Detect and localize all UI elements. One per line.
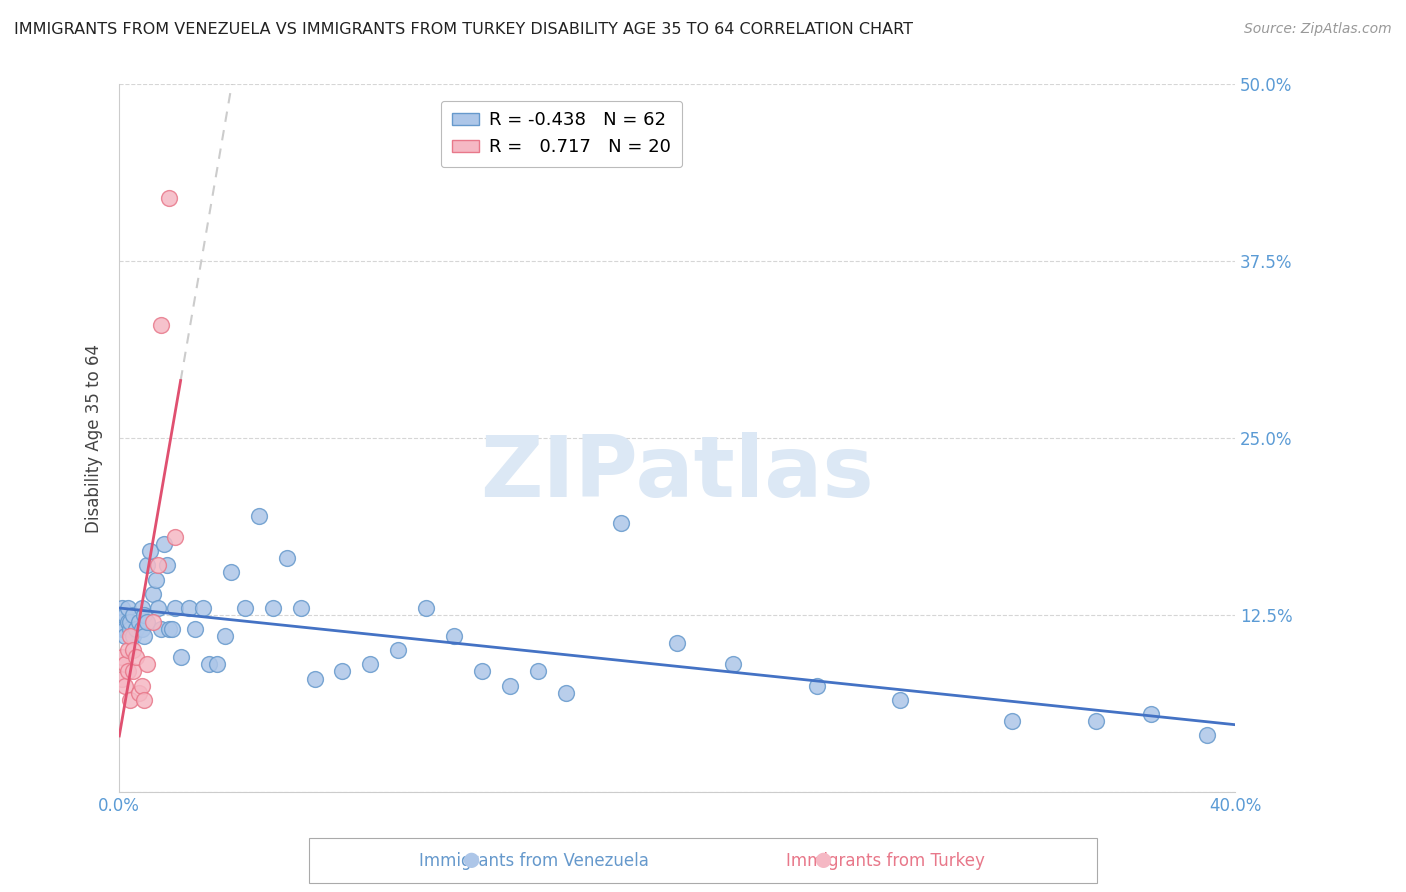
Point [131, 600, 153, 615]
Point [165, 600, 187, 615]
Point [117, 643, 139, 657]
Point [153, 537, 176, 551]
Point [148, 600, 170, 615]
Point [169, 650, 191, 665]
Point [128, 686, 150, 700]
Point [134, 692, 156, 706]
Point [128, 615, 150, 629]
Point [526, 665, 548, 679]
Point [136, 657, 159, 672]
Point [111, 622, 134, 636]
Point [415, 600, 437, 615]
Text: Source: ZipAtlas.com: Source: ZipAtlas.com [1244, 22, 1392, 37]
Point [165, 530, 187, 544]
Text: Immigrants from Turkey: Immigrants from Turkey [786, 852, 986, 870]
Point [111, 615, 134, 629]
Text: IMMIGRANTS FROM VENEZUELA VS IMMIGRANTS FROM TURKEY DISABILITY AGE 35 TO 64 CORR: IMMIGRANTS FROM VENEZUELA VS IMMIGRANTS … [14, 22, 912, 37]
Point [120, 692, 142, 706]
Point [889, 692, 911, 706]
Point [332, 665, 354, 679]
Point [162, 622, 184, 636]
Legend: R = -0.438   N = 62, R =   0.717   N = 20: R = -0.438 N = 62, R = 0.717 N = 20 [440, 101, 682, 167]
Point [111, 672, 134, 686]
Point [191, 600, 214, 615]
Point [276, 551, 298, 566]
Point [111, 650, 134, 665]
Point [1001, 714, 1024, 728]
Point [114, 629, 136, 643]
Point [1197, 728, 1219, 742]
Text: ⬤: ⬤ [814, 853, 831, 869]
Y-axis label: Disability Age 35 to 64: Disability Age 35 to 64 [86, 343, 103, 533]
Point [721, 657, 744, 672]
Point [262, 600, 284, 615]
Point [443, 629, 465, 643]
Point [120, 629, 142, 643]
Point [159, 622, 181, 636]
Text: Immigrants from Venezuela: Immigrants from Venezuela [419, 852, 650, 870]
Text: ZIPatlas: ZIPatlas [481, 432, 875, 515]
Point [120, 622, 142, 636]
Point [134, 629, 156, 643]
Point [114, 679, 136, 693]
Point [117, 600, 139, 615]
Point [666, 636, 689, 650]
Point [120, 615, 142, 629]
Point [499, 679, 522, 693]
Point [214, 629, 236, 643]
Point [125, 622, 148, 636]
Point [197, 657, 219, 672]
Point [142, 587, 165, 601]
Point [159, 191, 181, 205]
Point [142, 615, 165, 629]
Point [387, 643, 409, 657]
Point [122, 629, 145, 643]
Point [1084, 714, 1107, 728]
Point [471, 665, 494, 679]
Point [125, 650, 148, 665]
Point [150, 318, 173, 332]
Point [806, 679, 828, 693]
Point [554, 686, 576, 700]
Point [359, 657, 381, 672]
Point [122, 607, 145, 622]
Point [117, 615, 139, 629]
Point [145, 573, 167, 587]
Point [122, 665, 145, 679]
Point [131, 622, 153, 636]
Text: ⬤: ⬤ [463, 853, 479, 869]
Point [1140, 706, 1163, 721]
Point [183, 622, 205, 636]
Point [156, 558, 179, 573]
Point [136, 615, 159, 629]
Point [131, 679, 153, 693]
Point [219, 566, 242, 580]
Point [233, 600, 256, 615]
Point [205, 657, 228, 672]
Point [114, 622, 136, 636]
Point [150, 622, 173, 636]
Point [134, 607, 156, 622]
Point [114, 607, 136, 622]
Point [290, 600, 312, 615]
Point [139, 544, 162, 558]
Point [122, 643, 145, 657]
Point [304, 672, 326, 686]
Point [247, 508, 270, 523]
Point [111, 600, 134, 615]
Point [114, 657, 136, 672]
Point [117, 665, 139, 679]
Point [610, 516, 633, 530]
Point [136, 558, 159, 573]
Point [177, 600, 200, 615]
Point [148, 558, 170, 573]
